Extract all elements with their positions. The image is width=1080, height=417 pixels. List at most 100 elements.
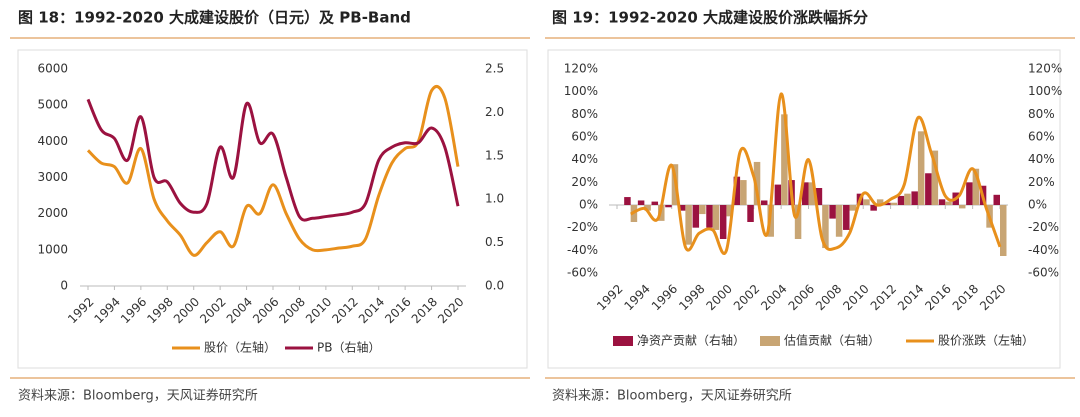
line bbox=[629, 92, 1002, 255]
y-tick-label: 2000 bbox=[37, 206, 68, 220]
bar bbox=[802, 182, 809, 205]
x-tick-label: 1996 bbox=[649, 282, 680, 313]
bar bbox=[829, 205, 836, 219]
bar bbox=[740, 180, 747, 205]
bar bbox=[733, 176, 741, 205]
legend-label: 估值贡献（右轴） bbox=[784, 333, 880, 348]
bar bbox=[945, 201, 952, 205]
x-tick-label: 2014 bbox=[356, 295, 387, 326]
x-tick-label: 2018 bbox=[950, 282, 981, 313]
bar bbox=[972, 168, 980, 205]
x-tick-label: 1992 bbox=[65, 295, 96, 326]
x-tick-label: 2012 bbox=[868, 282, 899, 313]
chart-title: 图 18：1992-2020 大成建设股价（日元）及 PB-Band bbox=[18, 9, 411, 27]
bar bbox=[651, 201, 659, 205]
bar bbox=[911, 191, 918, 205]
bar bbox=[644, 205, 651, 211]
bar bbox=[753, 161, 761, 205]
y2-tick-label: -60% bbox=[1028, 266, 1059, 280]
y-tick-label: 40% bbox=[571, 152, 598, 166]
legend-label: 净资产贡献（右轴） bbox=[637, 333, 745, 348]
bar bbox=[863, 199, 870, 205]
y-tick-label: 1000 bbox=[37, 242, 68, 256]
x-tick-label: 2006 bbox=[250, 295, 281, 326]
bar bbox=[726, 205, 733, 217]
bar bbox=[904, 193, 911, 205]
bar bbox=[815, 188, 823, 205]
x-tick-label: 2000 bbox=[171, 295, 202, 326]
y2-tick-label: 1.5 bbox=[485, 148, 504, 162]
line bbox=[86, 85, 460, 257]
chart-frame bbox=[17, 49, 528, 369]
bar bbox=[958, 205, 966, 209]
y-tick-label: -60% bbox=[567, 266, 598, 280]
bar bbox=[822, 205, 829, 249]
bar bbox=[747, 205, 754, 222]
legend-swatch bbox=[760, 336, 780, 346]
bar bbox=[706, 205, 713, 228]
y2-tick-label: 60% bbox=[1028, 130, 1055, 144]
bar bbox=[917, 131, 925, 205]
x-tick-label: 2018 bbox=[409, 295, 440, 326]
y-tick-label: 100% bbox=[564, 84, 598, 98]
chart-frame bbox=[547, 49, 1061, 369]
y-tick-label: 120% bbox=[564, 62, 598, 76]
y2-tick-label: 0.0 bbox=[485, 279, 504, 293]
bar bbox=[678, 205, 686, 211]
y2-tick-label: 2.5 bbox=[485, 62, 504, 76]
x-tick-label: 1998 bbox=[144, 295, 175, 326]
y2-tick-label: 2.0 bbox=[485, 105, 504, 119]
bar bbox=[760, 200, 768, 205]
bar bbox=[774, 184, 782, 205]
y-tick-label: 60% bbox=[571, 130, 598, 144]
y-tick-label: 5000 bbox=[37, 98, 68, 112]
legend-label: 股价涨跌（左轴） bbox=[938, 333, 1034, 348]
x-tick-label: 2008 bbox=[813, 282, 844, 313]
bar bbox=[699, 205, 706, 215]
bar bbox=[719, 205, 727, 239]
y-tick-label: 3000 bbox=[37, 170, 68, 184]
source: 资料来源：Bloomberg，天风证券研究所 bbox=[552, 388, 792, 404]
y-tick-label: -20% bbox=[567, 220, 598, 234]
x-tick-label: 2004 bbox=[758, 282, 789, 313]
bar bbox=[843, 205, 850, 230]
x-tick-label: 2020 bbox=[435, 295, 466, 326]
x-tick-label: 1994 bbox=[92, 295, 123, 326]
legend-label: PB（右轴） bbox=[317, 340, 380, 355]
y2-tick-label: 1.0 bbox=[485, 192, 504, 206]
y-tick-label: -40% bbox=[567, 243, 598, 257]
x-tick-label: 2016 bbox=[382, 295, 413, 326]
x-tick-label: 1992 bbox=[594, 282, 625, 313]
y2-tick-label: 80% bbox=[1028, 107, 1055, 121]
y-tick-label: 0 bbox=[60, 279, 68, 293]
bar bbox=[665, 205, 672, 208]
y2-tick-label: -20% bbox=[1028, 220, 1059, 234]
x-tick-label: 2008 bbox=[277, 295, 308, 326]
bar bbox=[692, 205, 700, 228]
y-tick-label: 20% bbox=[571, 175, 598, 189]
bar bbox=[890, 202, 898, 205]
x-tick-label: 1996 bbox=[118, 295, 149, 326]
x-tick-label: 2006 bbox=[786, 282, 817, 313]
x-tick-label: 2014 bbox=[895, 282, 926, 313]
y2-tick-label: 40% bbox=[1028, 152, 1055, 166]
y-tick-label: 80% bbox=[571, 107, 598, 121]
x-tick-label: 1998 bbox=[676, 282, 707, 313]
legend-swatch bbox=[613, 336, 633, 346]
bar bbox=[931, 150, 939, 205]
bar bbox=[794, 205, 802, 239]
legend-label: 股价（左轴） bbox=[204, 340, 276, 355]
bar bbox=[835, 205, 843, 237]
source: 资料来源：Bloomberg，天风证券研究所 bbox=[18, 388, 258, 404]
bar bbox=[993, 194, 1000, 205]
bar bbox=[781, 114, 788, 205]
x-tick-label: 2016 bbox=[922, 282, 953, 313]
bar bbox=[685, 205, 692, 245]
bar bbox=[712, 205, 720, 230]
chart-title: 图 19：1992-2020 大成建设股价涨跌幅拆分 bbox=[552, 9, 868, 27]
x-tick-label: 1994 bbox=[621, 282, 652, 313]
x-tick-label: 2004 bbox=[224, 295, 255, 326]
y-tick-label: 0% bbox=[579, 198, 598, 212]
bar bbox=[925, 173, 932, 205]
x-tick-label: 2010 bbox=[840, 282, 871, 313]
